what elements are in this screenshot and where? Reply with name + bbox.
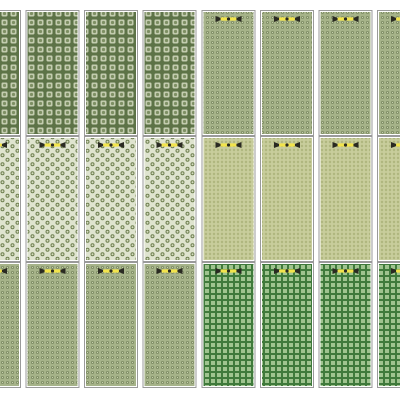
bow-tie-marker-icon [274, 142, 300, 148]
bow-tie-marker-icon [0, 268, 7, 274]
bow-tie-marker-icon [332, 142, 359, 148]
bow-tie-marker-icon [274, 268, 300, 274]
bow-tie-marker-icon [215, 268, 242, 274]
bow-tie-marker-icon [39, 142, 66, 148]
swatch-tile-r3-c1[interactable] [0, 262, 21, 388]
swatch-tile-r2-c4[interactable] [142, 136, 197, 262]
bow-tie-marker-icon [391, 142, 400, 148]
bow-tie-marker-icon [391, 268, 400, 274]
swatch-tile-r1-c3[interactable] [84, 10, 138, 136]
bow-tie-marker-icon [215, 142, 242, 148]
bow-tie-marker-icon [391, 16, 400, 22]
swatch-tile-r2-c8[interactable] [377, 136, 400, 262]
bow-tie-marker-icon [98, 142, 124, 148]
swatch-tile-r1-c6[interactable] [260, 10, 314, 136]
swatch-tile-r1-c8[interactable] [377, 10, 400, 136]
swatch-tile-r2-c5[interactable] [201, 136, 256, 262]
swatch-tile-r1-c5[interactable] [201, 10, 256, 136]
bow-tie-marker-icon [332, 268, 359, 274]
swatch-tile-r1-c2[interactable] [25, 10, 80, 136]
swatch-tile-r1-c7[interactable] [318, 10, 373, 136]
bow-tie-marker-icon [0, 142, 7, 148]
swatch-tile-r2-c7[interactable] [318, 136, 373, 262]
swatch-tile-r1-c1[interactable] [0, 10, 21, 136]
swatch-tile-r3-c4[interactable] [142, 262, 197, 388]
swatch-tile-r3-c5[interactable] [201, 262, 256, 388]
bow-tie-marker-icon [274, 16, 300, 22]
swatch-tile-r2-c1[interactable] [0, 136, 21, 262]
swatch-tile-r2-c6[interactable] [260, 136, 314, 262]
bow-tie-marker-icon [39, 268, 66, 274]
swatch-tile-r3-c8[interactable] [377, 262, 400, 388]
swatch-tile-r3-c7[interactable] [318, 262, 373, 388]
swatch-tile-r2-c3[interactable] [84, 136, 138, 262]
swatch-tile-r3-c2[interactable] [25, 262, 80, 388]
bow-tie-marker-icon [215, 16, 242, 22]
swatch-tile-r2-c2[interactable] [25, 136, 80, 262]
swatch-tile-r3-c6[interactable] [260, 262, 314, 388]
swatch-tile-r3-c3[interactable] [84, 262, 138, 388]
swatch-tile-r1-c4[interactable] [142, 10, 197, 136]
bow-tie-marker-icon [98, 268, 124, 274]
bow-tie-marker-icon [156, 142, 183, 148]
bow-tie-marker-icon [156, 268, 183, 274]
bow-tie-marker-icon [332, 16, 359, 22]
